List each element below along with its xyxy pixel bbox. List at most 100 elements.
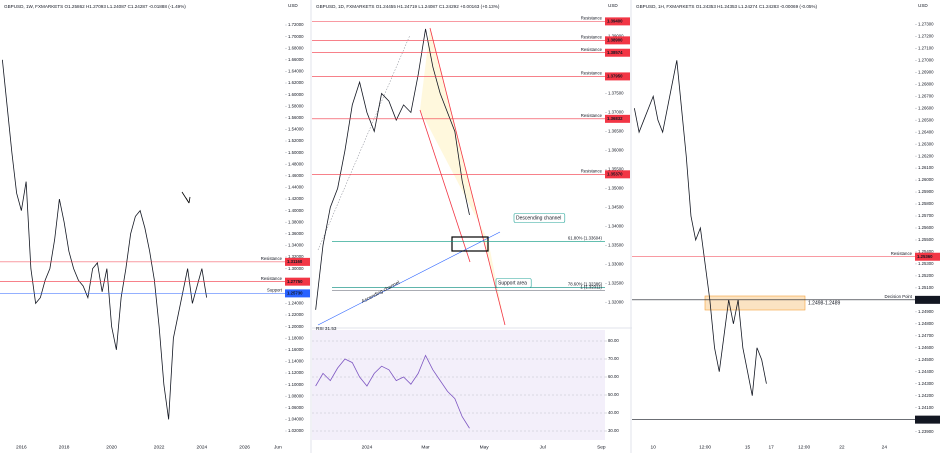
y-tick-label: 1.26200: [918, 153, 934, 158]
y-tick-label: 1.27300: [918, 22, 934, 27]
y-tick-label: 1.22000: [288, 312, 304, 317]
price-tag: [605, 170, 630, 179]
channel-fill: [420, 28, 505, 325]
y-tick-label: 1.08000: [288, 393, 304, 398]
price-tag-label: 1.31160: [287, 259, 303, 264]
y-tick-label: 1.24300: [918, 381, 934, 386]
y-tick-label: 1.48000: [288, 161, 304, 166]
price-tag-label: 1.38574: [607, 50, 623, 55]
y-tick-label: 1.32500: [608, 280, 624, 285]
y-tick-label: 40.00: [608, 410, 619, 415]
level-label: Resistance: [581, 35, 603, 40]
y-tick-label: 1.54000: [288, 127, 304, 132]
axis-unit: USD: [288, 3, 298, 8]
x-tick-label: Jun: [274, 444, 282, 450]
chart-header: GBPUSD, 1W, FXMARKETS O1.25862 H1.27093 …: [4, 4, 186, 9]
y-tick-label: 1.37000: [608, 110, 624, 115]
x-tick-label: 15: [745, 444, 751, 450]
annotation: Support area: [498, 280, 527, 286]
arrow: [181, 191, 191, 204]
fib-label: 1 (1.32311): [580, 285, 602, 290]
y-tick-label: 1.68000: [288, 45, 304, 50]
y-tick-label: 50.00: [608, 392, 619, 397]
price-line: [633, 60, 767, 396]
y-tick-label: 1.26600: [918, 105, 934, 110]
x-tick-label: 17: [768, 444, 774, 450]
y-tick-label: 1.26800: [918, 81, 934, 86]
x-tick-label: 10: [651, 444, 657, 450]
axis-unit: USD: [608, 3, 618, 8]
x-tick-label: Sep: [597, 444, 606, 450]
y-tick-label: 1.24400: [918, 369, 934, 374]
price-tag-label: 1.39400: [607, 19, 623, 24]
y-tick-label: 1.26500: [918, 117, 934, 122]
y-tick-label: 1.26700: [918, 93, 934, 98]
y-tick-label: 1.27000: [918, 57, 934, 62]
x-tick-label: Jul: [540, 444, 546, 450]
y-tick-label: 1.39000: [608, 34, 624, 39]
x-tick-label: 24: [882, 444, 888, 450]
level-label: Resistance: [261, 276, 283, 281]
fib-label: 78.60% (1.32386): [568, 282, 603, 287]
y-tick-label: 1.26100: [918, 165, 934, 170]
chart-header: RSI 31.53: [316, 326, 337, 331]
y-tick-label: 1.34500: [608, 204, 624, 209]
x-tick-label: 22: [839, 444, 845, 450]
x-tick-label: 12:00: [699, 444, 711, 450]
price-tag: [915, 415, 940, 424]
y-tick-label: 1.24600: [918, 345, 934, 350]
y-tick-label: 60.00: [608, 374, 619, 379]
y-tick-label: 1.60000: [288, 92, 304, 97]
y-tick-label: 1.34000: [288, 243, 304, 248]
level-label: Resistance: [891, 251, 913, 256]
annotation-box: [495, 278, 532, 288]
y-tick-label: 1.25100: [918, 285, 934, 290]
y-tick-label: 1.52000: [288, 138, 304, 143]
y-tick-label: 1.30000: [288, 266, 304, 271]
price-tag: [915, 295, 940, 304]
x-tick-label: May: [480, 444, 490, 450]
y-tick-label: 1.26900: [918, 69, 934, 74]
level-label: Resistance: [581, 168, 603, 173]
y-tick-label: 1.25400: [918, 249, 934, 254]
y-tick-label: 1.25300: [918, 261, 934, 266]
price-line: [1, 59, 208, 420]
y-tick-label: 1.25700: [918, 213, 934, 218]
price-tag-label: 1.25730: [287, 291, 303, 296]
annotation-box: [513, 213, 566, 223]
annotation: Descending channel: [516, 215, 561, 221]
y-tick-label: 1.24100: [918, 405, 934, 410]
ascending-line: [317, 231, 501, 326]
y-tick-label: 1.46000: [288, 173, 304, 178]
support-area: [451, 236, 489, 252]
y-tick-label: 30.00: [608, 428, 619, 433]
y-tick-label: 1.33500: [608, 242, 624, 247]
rsi-background: [312, 330, 605, 440]
x-tick-label: 2016: [16, 444, 27, 450]
y-tick-label: 1.34000: [608, 223, 624, 228]
level-label: Support: [267, 288, 283, 293]
y-tick-label: 1.66000: [288, 57, 304, 62]
x-tick-label: 2026: [239, 444, 250, 450]
y-tick-label: 1.26000: [918, 177, 934, 182]
price-line: [315, 354, 470, 429]
y-tick-label: 1.25900: [918, 189, 934, 194]
x-tick-label: Mar: [421, 444, 430, 450]
x-tick-label: 12:00: [798, 444, 810, 450]
y-tick-label: 1.35500: [608, 167, 624, 172]
x-tick-label: 2018: [59, 444, 70, 450]
chart-header: GBPUSD, 1D, FXMARKETS O1.24455 H1.24719 …: [316, 4, 500, 9]
price-tag: [605, 36, 630, 45]
y-tick-label: 1.64000: [288, 69, 304, 74]
price-tag-label: 1.25000: [917, 297, 933, 302]
x-tick-label: 2024: [362, 444, 373, 450]
y-tick-label: 1.36500: [608, 129, 624, 134]
price-tag-label: 1.24000: [917, 417, 933, 422]
level-label: Resistance: [581, 47, 603, 52]
price-tag-label: 1.36832: [607, 116, 623, 121]
decision-zone: [704, 295, 806, 311]
y-tick-label: 1.26400: [918, 129, 934, 134]
y-tick-label: 1.62000: [288, 80, 304, 85]
y-tick-label: 1.25800: [918, 201, 934, 206]
price-line: [315, 28, 470, 310]
